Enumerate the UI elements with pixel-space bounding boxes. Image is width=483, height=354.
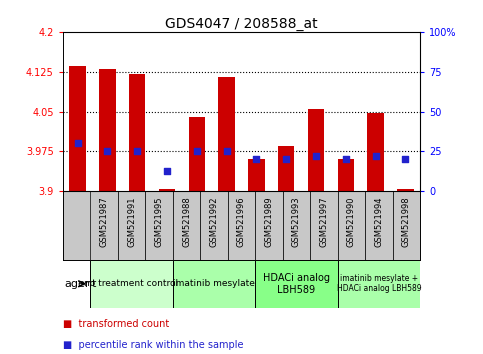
Bar xyxy=(393,191,420,259)
Text: ■  transformed count: ■ transformed count xyxy=(63,319,169,329)
Text: agent: agent xyxy=(64,279,97,289)
Point xyxy=(163,168,171,173)
Bar xyxy=(310,191,338,259)
Bar xyxy=(70,67,86,191)
Bar xyxy=(308,109,324,191)
Point xyxy=(342,156,350,162)
Bar xyxy=(365,191,393,259)
Text: GSM521998: GSM521998 xyxy=(402,197,411,247)
Text: imatinib mesylate: imatinib mesylate xyxy=(173,279,255,288)
Bar xyxy=(338,159,354,191)
Text: GSM521993: GSM521993 xyxy=(292,197,301,247)
Text: imatinib mesylate +
HDACi analog LBH589: imatinib mesylate + HDACi analog LBH589 xyxy=(337,274,421,293)
Bar xyxy=(338,191,365,259)
Bar xyxy=(255,259,338,308)
Bar xyxy=(228,191,255,259)
Bar xyxy=(397,189,413,191)
Text: GSM521996: GSM521996 xyxy=(237,197,246,247)
Bar xyxy=(283,191,310,259)
Text: GSM521988: GSM521988 xyxy=(182,197,191,247)
Point xyxy=(253,156,260,162)
Text: GSM521991: GSM521991 xyxy=(127,197,136,247)
Bar xyxy=(173,259,255,308)
Text: GSM521997: GSM521997 xyxy=(319,197,328,247)
Point xyxy=(133,149,141,154)
Bar xyxy=(200,191,228,259)
Title: GDS4047 / 208588_at: GDS4047 / 208588_at xyxy=(165,17,318,31)
Text: GSM521992: GSM521992 xyxy=(210,197,218,247)
Bar xyxy=(159,189,175,191)
Point xyxy=(193,149,201,154)
Bar xyxy=(189,117,205,191)
Text: no treatment control: no treatment control xyxy=(85,279,179,288)
Point xyxy=(74,141,82,146)
Text: ■  percentile rank within the sample: ■ percentile rank within the sample xyxy=(63,340,243,350)
Bar xyxy=(248,159,265,191)
Bar xyxy=(278,146,294,191)
Bar xyxy=(255,191,283,259)
Text: GSM521989: GSM521989 xyxy=(265,197,273,247)
Text: GSM521990: GSM521990 xyxy=(347,197,356,247)
Text: GSM521987: GSM521987 xyxy=(99,197,109,247)
Bar xyxy=(368,113,384,191)
Bar xyxy=(338,259,420,308)
Bar xyxy=(99,69,115,191)
Text: GSM521995: GSM521995 xyxy=(155,197,164,247)
Text: HDACi analog
LBH589: HDACi analog LBH589 xyxy=(263,273,330,295)
Bar xyxy=(90,191,118,259)
Point xyxy=(223,149,230,154)
Point xyxy=(282,156,290,162)
Bar xyxy=(173,191,200,259)
Point xyxy=(372,153,380,159)
Point xyxy=(312,153,320,159)
Text: GSM521994: GSM521994 xyxy=(374,197,384,247)
Point xyxy=(401,156,409,162)
Bar xyxy=(129,74,145,191)
Bar xyxy=(145,191,173,259)
Point xyxy=(104,149,112,154)
Bar xyxy=(90,259,173,308)
Bar xyxy=(218,77,235,191)
Bar xyxy=(118,191,145,259)
